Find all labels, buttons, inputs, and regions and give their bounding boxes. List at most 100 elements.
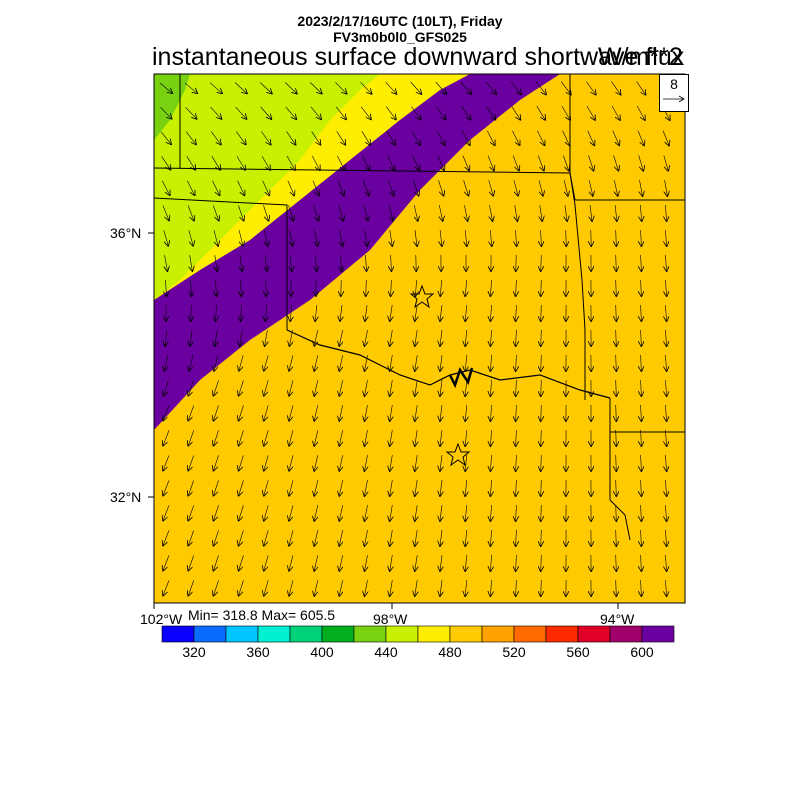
- wind-arrow: [563, 155, 568, 171]
- wind-arrow: [463, 180, 469, 195]
- wind-arrow: [511, 106, 521, 119]
- wind-arrow: [185, 131, 196, 145]
- wind-arrow: [465, 479, 467, 496]
- wind-arrow: [541, 229, 542, 246]
- wind-arrow: [339, 455, 342, 471]
- wind-arrow: [640, 180, 643, 196]
- wind-arrow: [189, 355, 193, 371]
- state-boundaries: [154, 74, 685, 603]
- wind-arrow: [241, 304, 242, 321]
- wind-arrow: [663, 155, 668, 170]
- wind-arrow: [611, 81, 620, 94]
- wind-arrow: [264, 530, 269, 545]
- wind-arrow: [490, 329, 491, 346]
- wind-arrow: [234, 82, 247, 94]
- wind-arrow: [260, 106, 272, 119]
- colorbar-swatch: [321, 625, 355, 643]
- wind-arrow: [541, 579, 542, 596]
- wind-arrow: [616, 304, 617, 321]
- wind-arrow: [615, 204, 617, 221]
- wind-arrow: [362, 180, 369, 196]
- wind-arrow: [465, 404, 467, 421]
- wind-arrow: [284, 82, 297, 93]
- wind-arrow: [641, 254, 642, 271]
- wind-arrow: [541, 329, 542, 346]
- colorbar-swatch: [257, 625, 291, 643]
- wind-arrow: [261, 131, 270, 145]
- wind-arrow: [465, 579, 467, 596]
- wind-arrow: [390, 455, 393, 471]
- wind-arrow: [515, 205, 518, 221]
- wind-arrow: [516, 354, 517, 371]
- wind-arrow: [411, 130, 420, 145]
- wind-arrow: [365, 455, 368, 471]
- wind-arrow: [191, 279, 192, 296]
- wind-arrow: [336, 131, 346, 144]
- variable-title: instantaneous surface downward shortwave…: [152, 43, 685, 71]
- wind-arrow: [340, 230, 343, 246]
- wind-arrow: [385, 81, 397, 94]
- wind-arrow: [415, 555, 417, 571]
- colorbar-tick-label: 440: [374, 644, 398, 660]
- wind-arrow: [490, 404, 491, 421]
- wind-arrow: [410, 81, 422, 94]
- wind-vectors: [159, 81, 671, 596]
- wind-arrow: [541, 454, 542, 471]
- wind-arrow: [665, 379, 666, 396]
- wind-arrow: [313, 205, 319, 220]
- wind-arrow: [516, 454, 517, 471]
- wind-arrow: [188, 380, 194, 395]
- wind-arrow: [188, 430, 194, 446]
- wind-arrow: [411, 106, 420, 120]
- colorbar-swatch: [577, 625, 611, 643]
- wind-arrow: [415, 505, 417, 521]
- wind-arrow: [188, 555, 194, 571]
- wind-arrow: [215, 255, 217, 271]
- wind-arrow: [236, 155, 245, 170]
- wind-arrow: [339, 580, 342, 596]
- colorbar-tick-label: 400: [310, 644, 334, 660]
- wind-arrow: [436, 130, 445, 145]
- colorbar-tick-label: 320: [182, 644, 206, 660]
- wind-arrow: [436, 106, 445, 120]
- colorbar-swatch: [225, 625, 259, 643]
- wind-arrow: [465, 504, 467, 521]
- wind-arrow: [212, 180, 220, 195]
- wind-arrow: [289, 430, 294, 445]
- wind-arrow: [261, 155, 270, 170]
- wind-arrow: [541, 304, 542, 321]
- lon-label-98w: 98°W: [373, 611, 408, 627]
- wind-arrow: [440, 455, 442, 471]
- wind-arrow: [286, 155, 295, 170]
- colorbar-tick-label: 600: [630, 644, 654, 660]
- wind-arrow: [665, 329, 666, 346]
- wind-arrow: [665, 279, 666, 296]
- wind-arrow: [314, 530, 318, 546]
- wind-arrow: [665, 579, 666, 596]
- wind-arrow: [241, 279, 242, 296]
- wind-arrow: [641, 429, 642, 446]
- wind-arrow: [413, 180, 418, 195]
- wind-arrow: [289, 355, 294, 370]
- wind-arrow: [641, 404, 642, 421]
- wind-arrow: [440, 480, 442, 496]
- wind-arrow: [541, 479, 542, 496]
- wind-arrow: [362, 155, 370, 170]
- wind-arrow: [188, 505, 194, 521]
- axis-ticks: [148, 232, 619, 609]
- wind-arrow: [461, 130, 470, 145]
- star-marker-south: [445, 442, 471, 467]
- wind-arrow: [490, 279, 491, 296]
- wind-arrow: [611, 105, 620, 120]
- wind-arrow: [188, 230, 193, 245]
- wind-arrow: [490, 554, 491, 571]
- reference-vector-box: 8: [659, 74, 689, 112]
- wind-arrow: [541, 429, 542, 446]
- wind-arrow: [440, 355, 442, 371]
- wind-arrow: [512, 130, 519, 145]
- wind-arrow: [665, 229, 666, 246]
- wind-arrow: [214, 455, 219, 470]
- wind-arrow: [365, 230, 368, 246]
- wind-arrow: [264, 455, 269, 470]
